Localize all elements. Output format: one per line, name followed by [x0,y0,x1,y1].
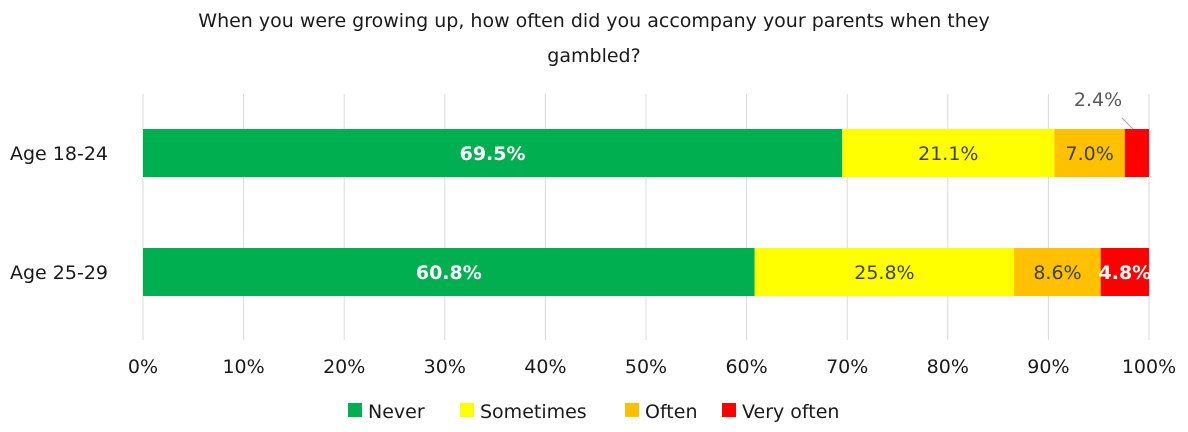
legend-label-often: Often [645,401,698,423]
x-axis-tick-labels: 0% 10% 20% 30% 40% 50% 60% 70% 80% 90% 100% [128,356,1176,378]
data-label-age-25-29-often: 8.6% [1033,262,1081,284]
x-tick-label-20: 20% [323,356,365,378]
bar-age-25-29-never [143,248,755,296]
x-tick-label-40: 40% [524,356,566,378]
legend: Never Sometimes Often Very often [348,401,839,423]
x-tick-label-10: 10% [222,356,264,378]
bar-age-25-29-very-often [1100,248,1149,296]
callout-leader-line [1121,117,1134,130]
bar-age-18-24-very-often [1124,129,1149,177]
data-label-age-18-24-sometimes: 21.1% [918,143,978,165]
bar-age-18-24-never [143,129,843,177]
bar-age-18-24-often [1054,129,1125,177]
data-label-age-25-29-sometimes: 25.8% [854,262,914,284]
bar-age-25-29-often [1014,248,1101,296]
x-tick-label-0: 0% [128,356,158,378]
legend-label-sometimes: Sometimes [480,401,587,423]
chart-title-line-1: When you were growing up, how often did … [198,10,989,32]
bar-age-25-29-sometimes [754,248,1015,296]
x-tick-label-60: 60% [725,356,767,378]
chart-title-line-2: gambled? [547,45,640,67]
category-labels: Age 18-24 Age 25-29 [10,143,108,284]
data-label-age-18-24-very-often: 2.4% [1074,89,1122,111]
x-tick-label-80: 80% [927,356,969,378]
legend-swatch-sometimes [460,403,474,417]
data-label-age-25-29-very-often: 4.8% [1099,262,1152,284]
x-tick-label-50: 50% [625,356,667,378]
legend-label-never: Never [368,401,425,423]
x-tick-label-30: 30% [424,356,466,378]
category-label-age-25-29: Age 25-29 [10,262,108,284]
chart-title: When you were growing up, how often did … [198,10,989,67]
data-label-age-18-24-never: 69.5% [460,143,526,165]
legend-label-very-often: Very often [742,401,839,423]
x-tick-label-100: 100% [1122,356,1176,378]
legend-swatch-often [625,403,639,417]
legend-swatch-never [348,403,362,417]
data-label-age-25-29-never: 60.8% [416,262,482,284]
bars: 69.5% 21.1% 7.0% 2.4% 60.8% 25.8% 8.6% 4.8% [143,89,1151,296]
category-label-age-18-24: Age 18-24 [10,143,108,165]
x-tick-label-90: 90% [1027,356,1069,378]
data-label-age-18-24-often: 7.0% [1066,143,1114,165]
x-tick-label-70: 70% [826,356,868,378]
legend-swatch-very-often [722,403,736,417]
bar-age-18-24-sometimes [842,129,1055,177]
